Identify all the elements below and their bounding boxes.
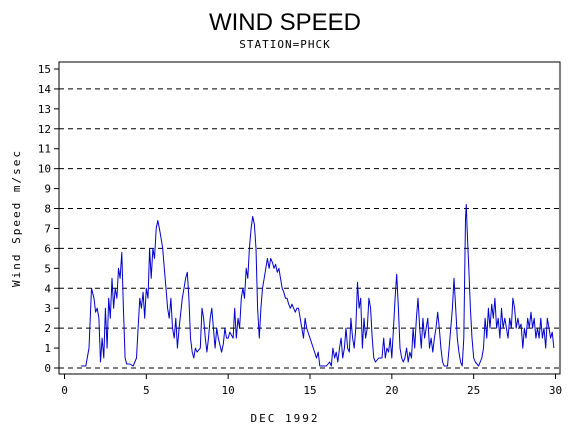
y-tick-label: 9	[44, 183, 51, 196]
y-tick-label: 11	[38, 143, 51, 156]
gridlines	[59, 88, 560, 369]
y-tick-label: 7	[44, 222, 51, 235]
y-tick-label: 3	[44, 302, 51, 315]
x-tick-label: 20	[385, 384, 398, 397]
y-tick-label: 1	[44, 342, 51, 355]
x-tick-label: 5	[143, 384, 150, 397]
y-tick-label: 15	[38, 63, 51, 76]
chart-subtitle: STATION=PHCK	[239, 38, 330, 51]
y-tick-label: 5	[44, 262, 51, 275]
chart-title: WIND SPEED	[209, 9, 361, 36]
y-tick-label: 12	[38, 123, 51, 136]
series-layer	[80, 204, 555, 367]
y-tick-label: 13	[38, 103, 51, 116]
y-tick-label: 2	[44, 322, 51, 335]
y-tick-label: 10	[38, 163, 51, 176]
y-tick-label: 0	[44, 362, 51, 375]
x-tick-label: 10	[222, 384, 235, 397]
y-tick-label: 6	[44, 242, 51, 255]
y-tick-label: 8	[44, 203, 51, 216]
x-tick-label: 15	[303, 384, 316, 397]
x-tick-label: 30	[549, 384, 562, 397]
x-axis: 0 5 10 15 20 25 30	[61, 374, 562, 397]
x-tick-label: 25	[467, 384, 480, 397]
wind-speed-series-line	[80, 204, 555, 367]
y-tick-label: 14	[38, 83, 52, 96]
x-axis-label: DEC 1992	[251, 412, 320, 425]
x-tick-label: 0	[61, 384, 68, 397]
y-tick-label: 4	[44, 282, 51, 295]
y-axis-label: Wind Speed m/sec	[10, 149, 23, 287]
